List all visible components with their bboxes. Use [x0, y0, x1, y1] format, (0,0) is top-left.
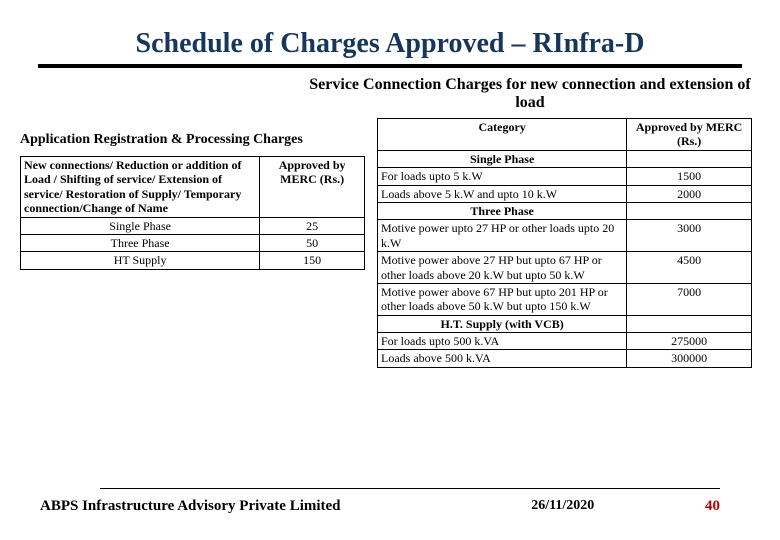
table-header-row: New connections/ Reduction or addition o…: [21, 157, 365, 218]
section-empty: [627, 315, 752, 332]
row-value: 3000: [627, 220, 752, 252]
table-row: Motive power above 67 HP but upto 201 HP…: [378, 283, 752, 315]
footer-org: ABPS Infrastructure Advisory Private Lim…: [40, 498, 341, 515]
row-label: Loads above 5 k.W and upto 10 k.W: [378, 185, 627, 202]
row-label: For loads upto 5 k.W: [378, 168, 627, 185]
page-title: Schedule of Charges Approved – RInfra-D: [0, 0, 780, 64]
subtitle: Service Connection Charges for new conne…: [0, 74, 780, 118]
table-header-row: Category Approved by MERC (Rs.): [378, 119, 752, 151]
row-value: 150: [260, 252, 365, 269]
registration-charges-table: New connections/ Reduction or addition o…: [20, 156, 365, 270]
footer: ABPS Infrastructure Advisory Private Lim…: [0, 498, 780, 515]
header-amount: Approved by MERC (Rs.): [260, 157, 365, 218]
table-row: Single Phase 25: [21, 217, 365, 234]
table-row: Loads above 5 k.W and upto 10 k.W 2000: [378, 185, 752, 202]
content-area: Application Registration & Processing Ch…: [0, 118, 780, 368]
table-row: Loads above 500 k.VA 300000: [378, 350, 752, 367]
table-row: Three Phase 50: [21, 234, 365, 251]
title-underline: [38, 64, 742, 68]
table-row: For loads upto 500 k.VA 275000: [378, 333, 752, 350]
row-label: Motive power above 27 HP but upto 67 HP …: [378, 252, 627, 284]
footer-date: 26/11/2020: [341, 498, 705, 515]
row-label: HT Supply: [21, 252, 260, 269]
row-value: 2000: [627, 185, 752, 202]
footer-rule: [100, 488, 720, 489]
row-value: 275000: [627, 333, 752, 350]
service-connection-table: Category Approved by MERC (Rs.) Single P…: [377, 118, 752, 368]
row-value: 50: [260, 234, 365, 251]
section-three-phase: Three Phase: [378, 202, 627, 219]
row-value: 1500: [627, 168, 752, 185]
row-label: Loads above 500 k.VA: [378, 350, 627, 367]
footer-page-number: 40: [705, 498, 720, 515]
row-value: 4500: [627, 252, 752, 284]
right-column: Category Approved by MERC (Rs.) Single P…: [377, 118, 752, 368]
row-label: Motive power upto 27 HP or other loads u…: [378, 220, 627, 252]
section-single-phase: Single Phase: [378, 150, 627, 167]
section-row: Three Phase: [378, 202, 752, 219]
section-row: H.T. Supply (with VCB): [378, 315, 752, 332]
left-column: Application Registration & Processing Ch…: [20, 118, 365, 368]
table-row: For loads upto 5 k.W 1500: [378, 168, 752, 185]
row-value: 25: [260, 217, 365, 234]
section-ht-supply: H.T. Supply (with VCB): [378, 315, 627, 332]
table-row: HT Supply 150: [21, 252, 365, 269]
row-label: Single Phase: [21, 217, 260, 234]
section-row: Single Phase: [378, 150, 752, 167]
left-table-heading: Application Registration & Processing Ch…: [20, 118, 365, 156]
table-row: Motive power above 27 HP but upto 67 HP …: [378, 252, 752, 284]
header-category: Category: [378, 119, 627, 151]
section-empty: [627, 202, 752, 219]
row-label: Three Phase: [21, 234, 260, 251]
header-amount: Approved by MERC (Rs.): [627, 119, 752, 151]
section-empty: [627, 150, 752, 167]
row-value: 300000: [627, 350, 752, 367]
row-label: For loads upto 500 k.VA: [378, 333, 627, 350]
table-row: Motive power upto 27 HP or other loads u…: [378, 220, 752, 252]
row-value: 7000: [627, 283, 752, 315]
row-label: Motive power above 67 HP but upto 201 HP…: [378, 283, 627, 315]
header-description: New connections/ Reduction or addition o…: [21, 157, 260, 218]
